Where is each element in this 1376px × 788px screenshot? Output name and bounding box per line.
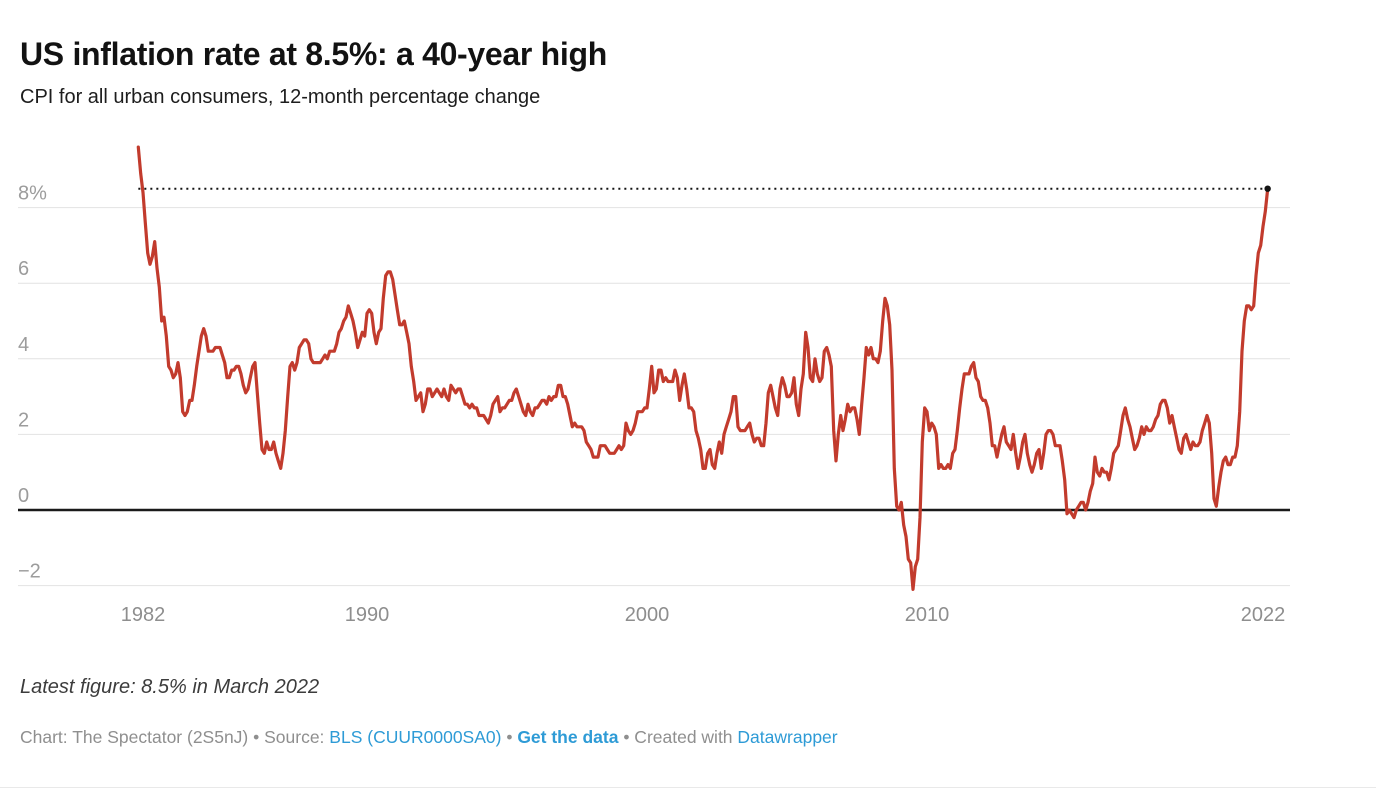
credit-separator: • bbox=[501, 727, 518, 747]
credit-line: Chart: The Spectator (2S5nJ) • Source: B… bbox=[20, 727, 1350, 748]
page-title: US inflation rate at 8.5%: a 40-year hig… bbox=[20, 36, 607, 73]
latest-value-dot bbox=[1264, 185, 1271, 192]
chart-subtitle: CPI for all urban consumers, 12-month pe… bbox=[20, 86, 541, 108]
credit-separator-2: • Created with bbox=[618, 727, 738, 747]
y-axis-tick-label: 4 bbox=[18, 334, 29, 356]
inflation-line-chart: 8% 6 4 2 0 −2 1982 1990 2000 2010 2022 bbox=[18, 145, 1290, 626]
source-link[interactable]: BLS (CUUR0000SA0) bbox=[329, 727, 502, 747]
y-axis-tick-label: 0 bbox=[18, 485, 29, 507]
x-axis-tick-label: 2010 bbox=[905, 604, 950, 626]
inflation-series-line bbox=[136, 145, 1270, 591]
y-axis-tick-label: 6 bbox=[18, 258, 29, 280]
y-axis-tick-label: 2 bbox=[18, 409, 29, 431]
y-axis-tick-label: 8% bbox=[18, 183, 47, 205]
x-axis-tick-label: 2000 bbox=[625, 604, 670, 626]
datawrapper-link[interactable]: Datawrapper bbox=[737, 727, 838, 747]
x-axis-tick-label: 1990 bbox=[345, 604, 390, 626]
credit-prefix: Chart: The Spectator (2S5nJ) • Source: bbox=[20, 727, 330, 747]
y-axis-tick-label: −2 bbox=[18, 561, 41, 583]
get-the-data-link[interactable]: Get the data bbox=[517, 727, 619, 747]
x-axis-tick-label: 2022 bbox=[1241, 604, 1286, 626]
x-axis-tick-label: 1982 bbox=[121, 604, 166, 626]
latest-figure-note: Latest figure: 8.5% in March 2022 bbox=[20, 676, 320, 698]
